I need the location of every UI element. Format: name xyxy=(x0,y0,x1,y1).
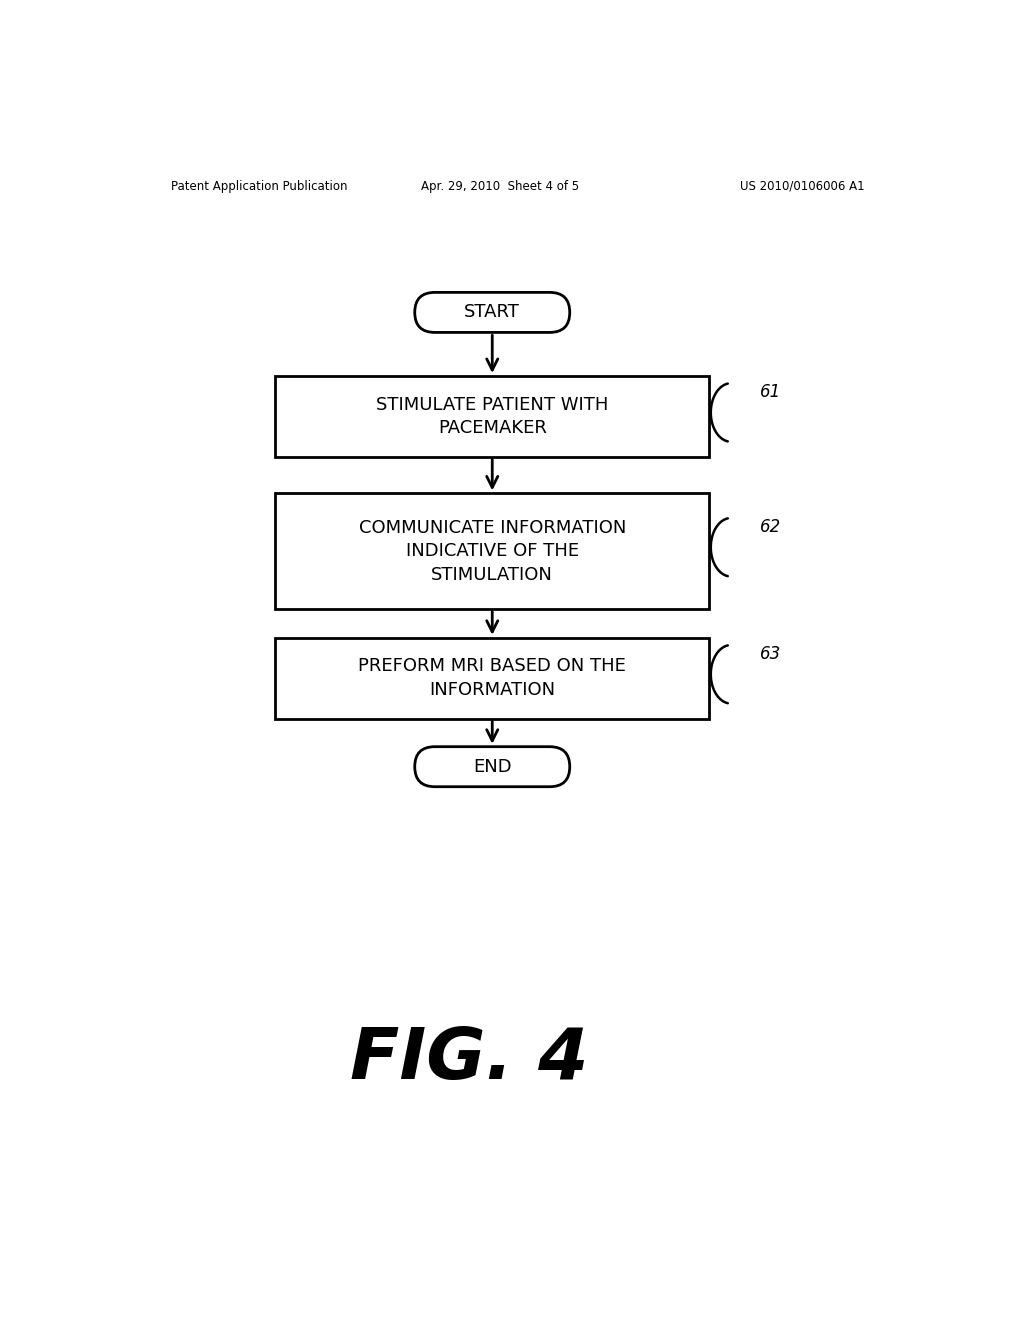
Text: US 2010/0106006 A1: US 2010/0106006 A1 xyxy=(739,180,864,193)
FancyBboxPatch shape xyxy=(275,638,710,718)
FancyBboxPatch shape xyxy=(415,293,569,333)
Text: 63: 63 xyxy=(761,644,781,663)
Text: END: END xyxy=(473,758,512,776)
FancyBboxPatch shape xyxy=(275,494,710,609)
FancyBboxPatch shape xyxy=(275,376,710,457)
Text: 61: 61 xyxy=(761,383,781,401)
Text: Patent Application Publication: Patent Application Publication xyxy=(171,180,347,193)
Text: STIMULATE PATIENT WITH
PACEMAKER: STIMULATE PATIENT WITH PACEMAKER xyxy=(376,396,608,437)
Text: COMMUNICATE INFORMATION
INDICATIVE OF THE
STIMULATION: COMMUNICATE INFORMATION INDICATIVE OF TH… xyxy=(358,519,626,583)
Text: FIG. 4: FIG. 4 xyxy=(350,1024,588,1094)
Text: START: START xyxy=(464,304,520,321)
Text: Apr. 29, 2010  Sheet 4 of 5: Apr. 29, 2010 Sheet 4 of 5 xyxy=(421,180,579,193)
Text: 62: 62 xyxy=(761,517,781,536)
Text: PREFORM MRI BASED ON THE
INFORMATION: PREFORM MRI BASED ON THE INFORMATION xyxy=(358,657,627,700)
FancyBboxPatch shape xyxy=(415,747,569,787)
